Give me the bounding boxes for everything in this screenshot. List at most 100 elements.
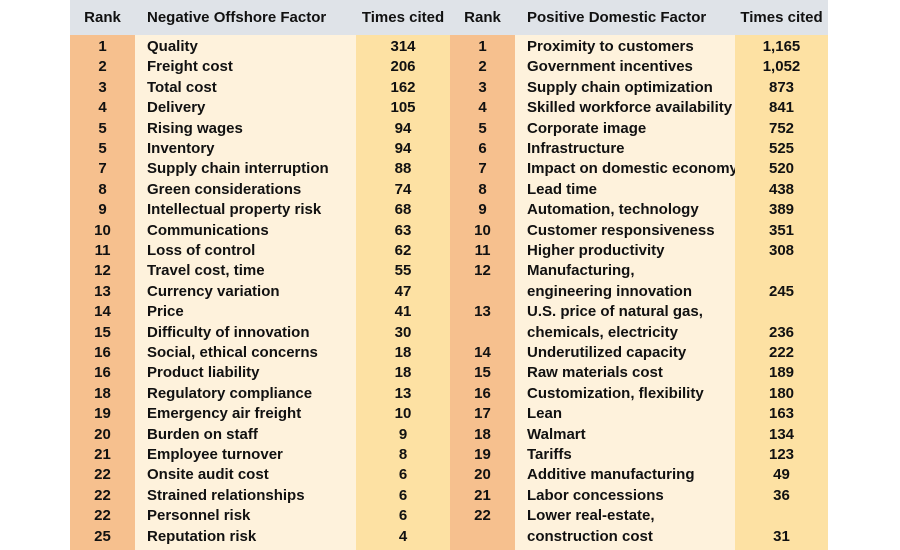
neg-factor-cell: Personnel risk — [147, 507, 251, 525]
neg-rank-row: 15 — [70, 323, 135, 343]
neg-factor-row: Inventory — [135, 139, 356, 159]
pos-times-row: 525 — [735, 139, 828, 159]
pos-times-cell: 222 — [768, 344, 795, 361]
neg-factor-row: Total cost — [135, 78, 356, 98]
pos-factor-row: Impact on domestic economy — [515, 159, 738, 179]
neg-times-row: 105 — [356, 98, 450, 118]
pos-rank-cell: 5 — [478, 119, 487, 137]
neg-factor-cell: Emergency air freight — [147, 405, 302, 423]
pos-times-row: 841 — [735, 98, 828, 118]
neg-rank-cell: 11 — [94, 242, 111, 259]
pos-factor-cell: Automation, technology — [527, 201, 699, 219]
pos-rank-row: 17 — [450, 404, 515, 424]
pos-rank-row — [450, 282, 515, 302]
pos-factor-row: Proximity to customers — [515, 37, 735, 57]
neg-rank-cell: 14 — [94, 303, 111, 321]
neg-factor-cell: Rising wages — [147, 119, 243, 137]
pos-times-cell: 841 — [768, 99, 795, 117]
pos-rank-cell: 14 — [474, 344, 491, 361]
neg-times-row: 18 — [356, 343, 450, 363]
pos-rank-cell: 16 — [474, 384, 491, 402]
pos-times-cell: 389 — [768, 201, 795, 219]
neg-rank-row: 20 — [70, 425, 135, 445]
pos-factor-cell: Raw materials cost — [527, 364, 663, 382]
pos-factor-column: Positive Domestic Factor Proximity to cu… — [515, 0, 738, 550]
pos-factor-cell: Customization, flexibility — [527, 384, 704, 402]
neg-times-row: 30 — [356, 323, 450, 343]
neg-rank-cell: 7 — [98, 160, 107, 178]
neg-rank-row: 12 — [70, 261, 135, 281]
pos-rank-cell: 22 — [474, 507, 491, 525]
pos-factor-row: Supply chain optimization — [515, 78, 735, 98]
neg-times-cell: 18 — [394, 364, 412, 382]
pos-rank-row: 15 — [450, 363, 515, 383]
pos-rank-cell: 20 — [474, 466, 491, 484]
neg-factor-cell: Quality — [147, 38, 198, 55]
pos-factor-row: Underutilized capacity — [515, 343, 735, 363]
pos-times-cell: 1,165 — [762, 38, 801, 55]
neg-rank-cell: 22 — [94, 466, 111, 484]
neg-times-row: 74 — [356, 180, 450, 200]
neg-rank-row: 7 — [70, 159, 135, 179]
neg-rank-cell: 20 — [94, 425, 111, 443]
pos-factor-row: U.S. price of natural gas, — [515, 302, 735, 322]
pos-factor-row: Raw materials cost — [515, 363, 735, 383]
neg-rank-cell: 16 — [94, 364, 111, 382]
neg-factor-cell: Intellectual property risk — [147, 201, 322, 219]
neg-factor-row: Difficulty of innovation — [135, 323, 356, 343]
neg-rank-row: 21 — [70, 445, 135, 465]
pos-factor-cell: Infrastructure — [527, 140, 625, 157]
pos-factor-cell: Lean — [527, 405, 563, 423]
pos-rank-row: 18 — [450, 425, 515, 445]
neg-times-cell: 314 — [390, 38, 416, 55]
factors-table: Rank 1 2 3 4 5 5 7 8 9 10 11 12 13 14 15 16 16 18 19 20 21 22… — [70, 0, 828, 550]
neg-times-cell: 68 — [394, 201, 412, 219]
pos-rank-cell: 12 — [474, 262, 491, 280]
neg-rank-row: 5 — [70, 139, 135, 159]
pos-rank-cell: 3 — [478, 78, 487, 96]
pos-factor-row: Customization, flexibility — [515, 384, 735, 404]
pos-factor-cell: Manufacturing, — [527, 262, 635, 280]
neg-times-cell: 4 — [398, 527, 408, 545]
pos-times-row: 134 — [735, 425, 828, 445]
pos-times-row: 1,052 — [735, 57, 828, 77]
neg-factor-cell: Reputation risk — [147, 527, 257, 545]
pos-rank-row: 13 — [450, 302, 515, 322]
neg-times-row: 41 — [356, 302, 450, 322]
neg-rank-row: 16 — [70, 343, 135, 363]
pos-factor-cell: Proximity to customers — [527, 38, 694, 55]
neg-rank-body: 1 2 3 4 5 5 7 8 9 10 11 12 13 14 15 16 16 18 19 20 21 22 22 22 2… — [70, 35, 135, 550]
neg-factor-row: Currency variation — [135, 282, 356, 302]
pos-rank-row: 22 — [450, 506, 515, 526]
pos-times-cell: 351 — [768, 221, 795, 239]
pos-times-cell: 189 — [768, 364, 795, 382]
neg-times-row: 13 — [356, 384, 450, 404]
pos-factor-row: Automation, technology — [515, 200, 735, 220]
pos-times-cell: 236 — [768, 323, 795, 341]
neg-times-cell: 6 — [398, 507, 408, 525]
neg-times-row: 314 — [356, 37, 450, 57]
neg-times-row: 8 — [356, 445, 450, 465]
neg-rank-header: Rank — [70, 0, 135, 35]
pos-times-cell: 752 — [768, 119, 795, 137]
neg-rank-cell: 21 — [94, 446, 111, 463]
neg-factor-cell: Product liability — [147, 364, 260, 382]
pos-rank-row: 2 — [450, 57, 515, 77]
pos-factor-cell: Tariffs — [527, 446, 572, 463]
pos-rank-row: 1 — [450, 37, 515, 57]
pos-factor-row: Lead time — [515, 180, 735, 200]
pos-factor-row: Corporate image — [515, 119, 735, 139]
neg-times-cell: 88 — [394, 160, 412, 178]
pos-times-cell: 525 — [768, 140, 795, 157]
neg-factor-row: Delivery — [135, 98, 356, 118]
pos-times-row: 236 — [735, 323, 828, 343]
pos-rank-cell: 2 — [478, 58, 487, 76]
neg-rank-cell: 12 — [94, 262, 111, 280]
pos-factor-row: Skilled workforce availability — [515, 98, 735, 118]
pos-times-row: 49 — [735, 465, 828, 485]
neg-rank-row: 22 — [70, 465, 135, 485]
pos-rank-cell: 17 — [474, 405, 491, 423]
neg-rank-row: 9 — [70, 200, 135, 220]
neg-rank-row: 22 — [70, 506, 135, 526]
pos-times-row: 31 — [735, 527, 828, 547]
